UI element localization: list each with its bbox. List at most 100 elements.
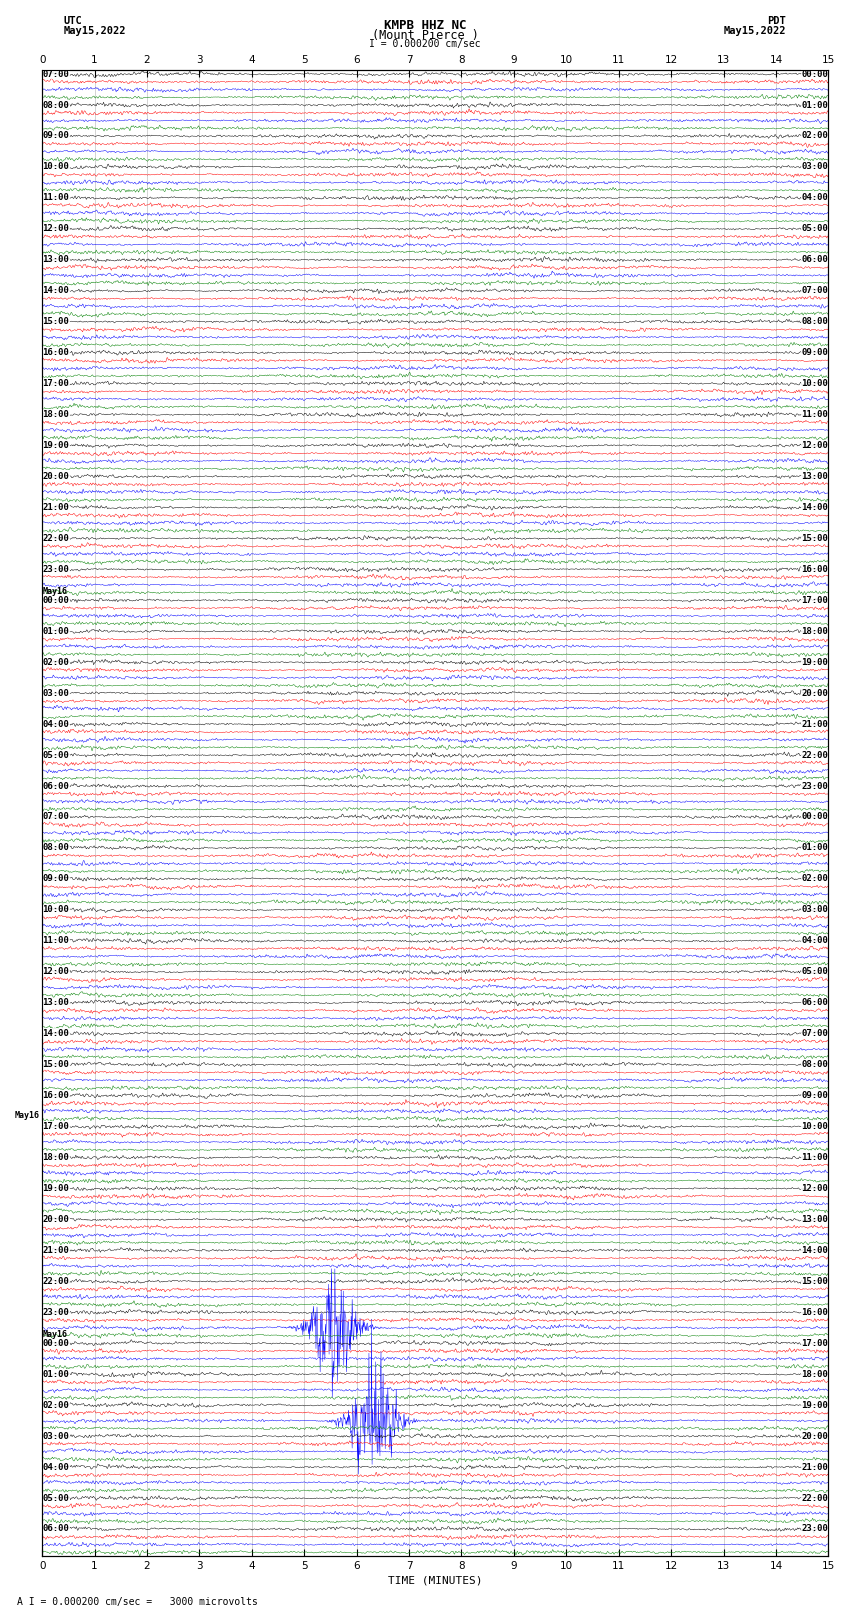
Text: 17:00: 17:00: [42, 379, 69, 389]
Text: May15,2022: May15,2022: [723, 26, 786, 35]
Text: 14:00: 14:00: [42, 286, 69, 295]
Text: 11:00: 11:00: [42, 936, 69, 945]
Text: 09:00: 09:00: [42, 132, 69, 140]
Text: 12:00: 12:00: [802, 1184, 829, 1194]
X-axis label: TIME (MINUTES): TIME (MINUTES): [388, 1576, 483, 1586]
Text: 02:00: 02:00: [42, 1400, 69, 1410]
Text: May15,2022: May15,2022: [64, 26, 127, 35]
Text: May16: May16: [14, 1111, 40, 1121]
Text: 15:00: 15:00: [42, 1060, 69, 1069]
Text: 11:00: 11:00: [802, 410, 829, 419]
Text: 21:00: 21:00: [802, 719, 829, 729]
Text: 18:00: 18:00: [42, 410, 69, 419]
Text: 12:00: 12:00: [42, 224, 69, 234]
Text: 06:00: 06:00: [42, 1524, 69, 1534]
Text: 17:00: 17:00: [802, 595, 829, 605]
Text: 10:00: 10:00: [802, 1123, 829, 1131]
Text: 20:00: 20:00: [802, 1432, 829, 1440]
Text: 14:00: 14:00: [802, 1245, 829, 1255]
Text: 18:00: 18:00: [42, 1153, 69, 1161]
Text: 22:00: 22:00: [802, 1494, 829, 1503]
Text: 07:00: 07:00: [42, 813, 69, 821]
Text: 21:00: 21:00: [42, 1245, 69, 1255]
Text: 23:00: 23:00: [802, 1524, 829, 1534]
Text: 17:00: 17:00: [802, 1339, 829, 1348]
Text: 08:00: 08:00: [42, 100, 69, 110]
Text: 01:00: 01:00: [802, 844, 829, 852]
Text: 12:00: 12:00: [42, 968, 69, 976]
Text: 13:00: 13:00: [802, 473, 829, 481]
Text: 10:00: 10:00: [42, 163, 69, 171]
Text: 00:00: 00:00: [42, 595, 69, 605]
Text: 08:00: 08:00: [802, 318, 829, 326]
Text: 22:00: 22:00: [42, 534, 69, 544]
Text: 22:00: 22:00: [42, 1277, 69, 1286]
Text: 07:00: 07:00: [42, 69, 69, 79]
Text: 10:00: 10:00: [42, 905, 69, 915]
Text: A I = 0.000200 cm/sec =   3000 microvolts: A I = 0.000200 cm/sec = 3000 microvolts: [17, 1597, 258, 1607]
Text: 01:00: 01:00: [802, 100, 829, 110]
Text: 20:00: 20:00: [42, 1215, 69, 1224]
Text: 13:00: 13:00: [42, 255, 69, 265]
Text: 18:00: 18:00: [802, 627, 829, 636]
Text: 05:00: 05:00: [802, 968, 829, 976]
Text: 08:00: 08:00: [42, 844, 69, 852]
Text: 03:00: 03:00: [42, 1432, 69, 1440]
Text: 05:00: 05:00: [42, 1494, 69, 1503]
Text: 16:00: 16:00: [802, 565, 829, 574]
Text: 06:00: 06:00: [802, 255, 829, 265]
Text: UTC: UTC: [64, 16, 82, 26]
Text: 05:00: 05:00: [802, 224, 829, 234]
Text: KMPB HHZ NC: KMPB HHZ NC: [383, 19, 467, 32]
Text: (Mount Pierce ): (Mount Pierce ): [371, 29, 479, 42]
Text: 16:00: 16:00: [42, 348, 69, 356]
Text: 00:00: 00:00: [802, 813, 829, 821]
Text: 02:00: 02:00: [802, 874, 829, 884]
Text: 18:00: 18:00: [802, 1369, 829, 1379]
Text: 23:00: 23:00: [42, 1308, 69, 1316]
Text: 02:00: 02:00: [42, 658, 69, 666]
Text: 10:00: 10:00: [802, 379, 829, 389]
Text: 22:00: 22:00: [802, 750, 829, 760]
Text: PDT: PDT: [768, 16, 786, 26]
Text: 06:00: 06:00: [42, 782, 69, 790]
Text: 00:00: 00:00: [42, 1339, 69, 1348]
Text: 09:00: 09:00: [42, 874, 69, 884]
Text: 14:00: 14:00: [802, 503, 829, 511]
Text: 06:00: 06:00: [802, 998, 829, 1007]
Text: 20:00: 20:00: [802, 689, 829, 698]
Text: 21:00: 21:00: [42, 503, 69, 511]
Text: 19:00: 19:00: [802, 1400, 829, 1410]
Text: 23:00: 23:00: [42, 565, 69, 574]
Text: 15:00: 15:00: [802, 1277, 829, 1286]
Text: 09:00: 09:00: [802, 348, 829, 356]
Text: 04:00: 04:00: [42, 1463, 69, 1471]
Text: 03:00: 03:00: [802, 905, 829, 915]
Text: 04:00: 04:00: [802, 936, 829, 945]
Text: 19:00: 19:00: [42, 1184, 69, 1194]
Text: 09:00: 09:00: [802, 1090, 829, 1100]
Text: 23:00: 23:00: [802, 782, 829, 790]
Text: 07:00: 07:00: [802, 1029, 829, 1039]
Text: May16: May16: [42, 587, 67, 597]
Text: 02:00: 02:00: [802, 132, 829, 140]
Text: 01:00: 01:00: [42, 627, 69, 636]
Text: 13:00: 13:00: [42, 998, 69, 1007]
Text: 11:00: 11:00: [802, 1153, 829, 1161]
Text: 15:00: 15:00: [42, 318, 69, 326]
Text: 05:00: 05:00: [42, 750, 69, 760]
Text: 16:00: 16:00: [42, 1090, 69, 1100]
Text: 14:00: 14:00: [42, 1029, 69, 1039]
Text: 20:00: 20:00: [42, 473, 69, 481]
Text: 03:00: 03:00: [802, 163, 829, 171]
Text: 17:00: 17:00: [42, 1123, 69, 1131]
Text: 12:00: 12:00: [802, 440, 829, 450]
Text: 11:00: 11:00: [42, 194, 69, 202]
Text: 04:00: 04:00: [802, 194, 829, 202]
Text: 04:00: 04:00: [42, 719, 69, 729]
Text: May16: May16: [42, 1331, 67, 1339]
Text: 01:00: 01:00: [42, 1369, 69, 1379]
Text: I = 0.000200 cm/sec: I = 0.000200 cm/sec: [369, 39, 481, 48]
Text: 03:00: 03:00: [42, 689, 69, 698]
Text: 00:00: 00:00: [802, 69, 829, 79]
